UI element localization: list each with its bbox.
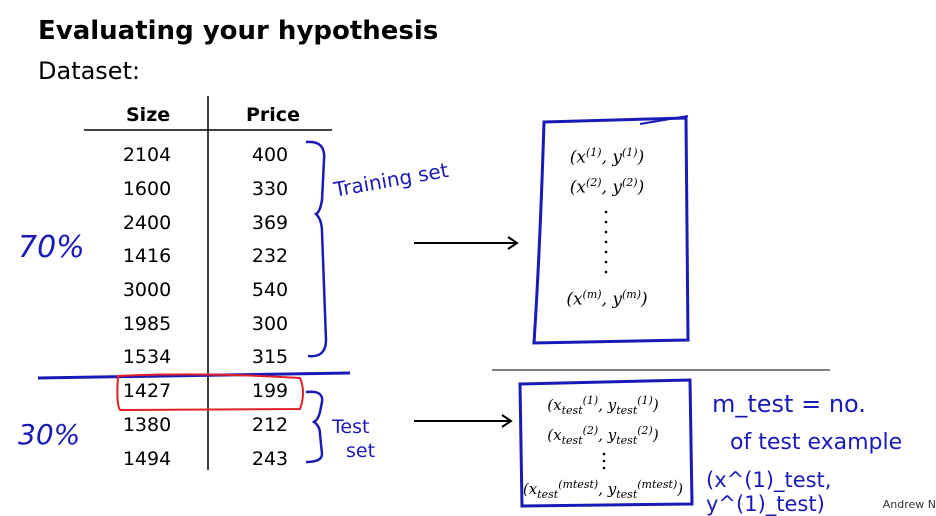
size-cell: 1380 [122, 414, 172, 436]
mtest-line2: of test example [730, 430, 903, 455]
size-cell: 2400 [122, 212, 172, 234]
pct-test-label: 30% [18, 418, 81, 451]
pct-train-label: 70% [18, 230, 85, 265]
train-ellipsis-dots [604, 210, 608, 274]
split-line [37, 371, 351, 380]
train-box-outline [532, 116, 690, 345]
test-first-example: (xtest(1), ytest(1)) [547, 394, 659, 417]
size-cell: 1427 [122, 380, 172, 402]
price-cell: 400 [251, 144, 289, 166]
size-cell: 1494 [122, 448, 172, 470]
price-cell: 369 [251, 212, 289, 234]
train-second-example: (x(2), y(2)) [569, 176, 645, 198]
test-second-example: (xtest(2), ytest(2)) [547, 424, 659, 447]
header-size: Size [126, 104, 171, 126]
size-cell: 3000 [122, 279, 172, 301]
size-cell: 1534 [122, 346, 172, 368]
test-last-example: (xtest(mtest), ytest(mtest)) [522, 478, 684, 501]
size-cell: 1600 [122, 178, 172, 200]
training-brace [305, 140, 328, 358]
test-ellipsis-dots [602, 452, 606, 470]
size-cell: 1416 [122, 245, 172, 267]
test-brace [305, 390, 324, 464]
price-cell: 212 [251, 414, 289, 436]
price-cell: 330 [251, 178, 289, 200]
test-label-2: set [346, 440, 376, 462]
mtest-line1: m_test = no. [712, 390, 866, 418]
train-last-example: (x(m), y(m)) [566, 288, 648, 310]
slide-title: Evaluating your hypothesis [38, 16, 439, 46]
price-cell: 540 [251, 279, 289, 301]
author-credit: Andrew N [882, 498, 936, 511]
header-price: Price [246, 104, 300, 126]
price-cell: 300 [251, 313, 289, 335]
test-label-1: Test [332, 416, 370, 438]
size-cell: 1985 [122, 313, 172, 335]
price-cell: 315 [251, 346, 289, 368]
price-cell: 243 [251, 448, 289, 470]
slide-subtitle: Dataset: [38, 57, 141, 85]
test-box-outline [518, 378, 694, 508]
highlight-box [116, 373, 304, 412]
price-cell: 199 [251, 380, 289, 402]
train-first-example: (x(1), y(1)) [569, 146, 645, 168]
size-cell: 2104 [122, 144, 172, 166]
price-cell: 232 [251, 245, 289, 267]
